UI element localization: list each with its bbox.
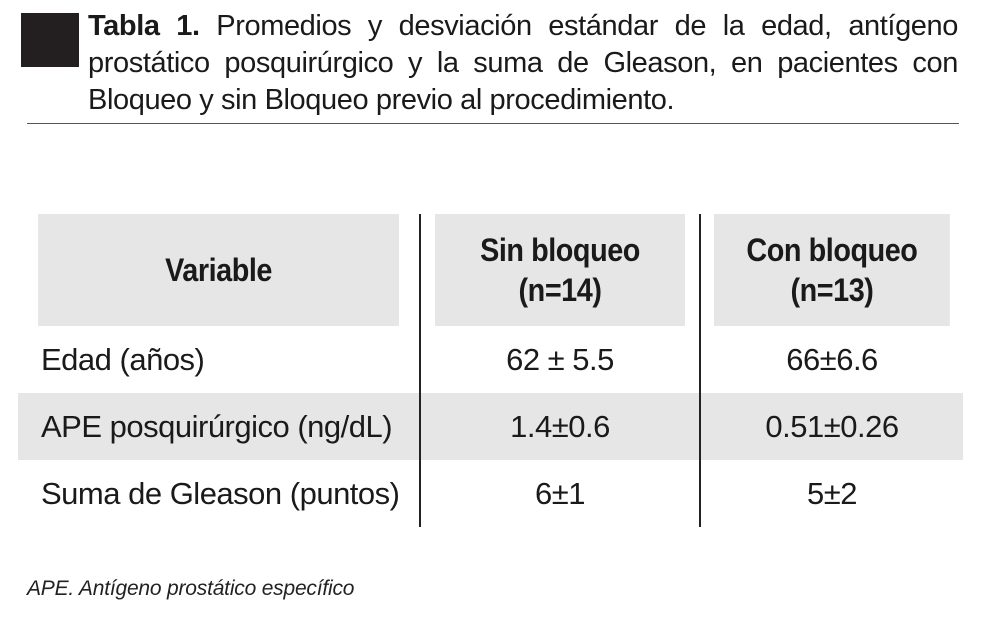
header-sin-bloqueo-n: (n=14): [518, 272, 602, 308]
cell-con-bloqueo: 5±2: [807, 475, 858, 511]
cell-variable: Suma de Gleason (puntos): [41, 475, 400, 511]
table-row: APE posquirúrgico (ng/dL) 1.4±0.6 0.51±0…: [18, 393, 963, 460]
header-con-bloqueo-n: (n=13): [790, 272, 874, 308]
caption-divider: [27, 123, 959, 124]
header-sin-bloqueo-label: Sin bloqueo: [480, 232, 640, 268]
cell-variable: APE posquirúrgico (ng/dL): [18, 393, 420, 460]
cell-sin-bloqueo: 62 ± 5.5: [419, 326, 701, 393]
header-row: Variable Sin bloqueo (n=14) Con bloqueo (n…: [18, 214, 963, 326]
caption-text: Promedios y desviación estándar de la ed…: [88, 10, 958, 116]
header-sin-bloqueo: Sin bloqueo (n=14): [433, 214, 687, 326]
cell-sin-bloqueo: 6±1: [419, 460, 701, 527]
caption-label: Tabla 1.: [88, 10, 200, 42]
header-con-bloqueo-label: Con bloqueo: [746, 232, 918, 268]
table-caption: Tabla 1. Promedios y desviación estándar…: [88, 8, 958, 119]
cell-con-bloqueo: 0.51±0.26: [700, 393, 963, 460]
caption-marker-block: [21, 13, 79, 67]
header-variable: Variable: [38, 214, 400, 326]
table-row: Edad (años) 62 ± 5.5 66±6.6: [18, 326, 963, 393]
table-row: Suma de Gleason (puntos) 6±1 5±2: [18, 460, 963, 527]
cell-sin-bloqueo: 1.4±0.6: [419, 393, 701, 460]
data-table: Variable Sin bloqueo (n=14) Con bloqueo (n…: [18, 214, 963, 527]
cell-variable: Edad (años): [41, 341, 205, 377]
cell-con-bloqueo: 66±6.6: [786, 341, 878, 377]
header-con-bloqueo: Con bloqueo (n=13): [713, 214, 950, 326]
table-footnote: APE. Antígeno prostático específico: [27, 577, 355, 600]
